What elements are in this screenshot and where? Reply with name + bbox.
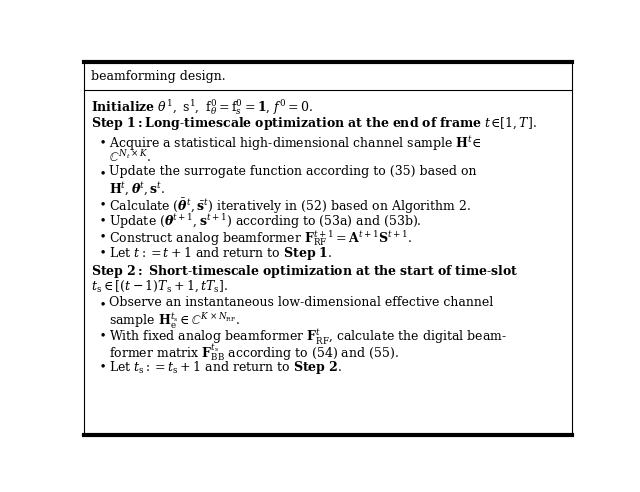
Text: Let $t_\mathrm{s} := t_\mathrm{s}+1$ and return to $\mathbf{Step\ 2}$.: Let $t_\mathrm{s} := t_\mathrm{s}+1$ and… — [109, 359, 342, 375]
Text: $\mathbf{H}^t, \boldsymbol{\theta}^t, \mathbf{s}^t$.: $\mathbf{H}^t, \boldsymbol{\theta}^t, \m… — [109, 181, 165, 198]
Text: With fixed analog beamformer $\mathbf{F}_{\mathrm{RF}}^t$, calculate the digital: With fixed analog beamformer $\mathbf{F}… — [109, 327, 507, 347]
Text: $\bullet$: $\bullet$ — [99, 327, 106, 340]
Text: former matrix $\mathbf{F}_{\mathrm{BB}}^{t_\mathrm{s}}$ according to (54) and (5: former matrix $\mathbf{F}_{\mathrm{BB}}^… — [109, 342, 399, 363]
Text: $\bullet$: $\bullet$ — [99, 134, 106, 147]
Text: $t_\mathrm{s} \in [(t-1)T_\mathrm{s}+1, tT_\mathrm{s}].$: $t_\mathrm{s} \in [(t-1)T_\mathrm{s}+1, … — [91, 278, 228, 294]
Text: Acquire a statistical high-dimensional channel sample $\mathbf{H}^t \!\in$: Acquire a statistical high-dimensional c… — [109, 134, 482, 153]
Text: Update $(\boldsymbol{\theta}^{t+1}, \mathbf{s}^{t+1})$ according to (53a) and (5: Update $(\boldsymbol{\theta}^{t+1}, \mat… — [109, 213, 422, 231]
Text: $\mathbf{Step\ 2:\ Short\text{-}timescale\ optimization\ at\ the\ start\ of\ tim: $\mathbf{Step\ 2:\ Short\text{-}timescal… — [91, 263, 518, 280]
Text: $\bullet$: $\bullet$ — [99, 229, 106, 242]
Text: $\bullet$: $\bullet$ — [99, 296, 106, 309]
Text: Construct analog beamformer $\mathbf{F}_{\mathrm{RF}}^{t+1} = \mathbf{A}^{t+1}\m: Construct analog beamformer $\mathbf{F}_… — [109, 229, 412, 248]
Text: sample $\mathbf{H}_\mathrm{e}^{t_\mathrm{s}} \in \mathbb{C}^{K \times N_{\mathrm: sample $\mathbf{H}_\mathrm{e}^{t_\mathrm… — [109, 311, 240, 331]
Text: Observe an instantaneous low-dimensional effective channel: Observe an instantaneous low-dimensional… — [109, 296, 493, 309]
Text: Update the surrogate function according to (35) based on: Update the surrogate function according … — [109, 165, 476, 178]
Text: Let $t := t+1$ and return to $\mathbf{Step\ 1}$.: Let $t := t+1$ and return to $\mathbf{St… — [109, 245, 332, 262]
Text: $\bullet$: $\bullet$ — [99, 245, 106, 258]
Text: $\mathbf{Step\ 1: Long\text{-}timescale\ optimization\ at\ the\ end\ of\ frame}\: $\mathbf{Step\ 1: Long\text{-}timescale\… — [91, 115, 537, 131]
Text: $\bullet$: $\bullet$ — [99, 165, 106, 178]
Text: $\bullet$: $\bullet$ — [99, 359, 106, 371]
Text: $\mathbb{C}^{N_t \times K}$.: $\mathbb{C}^{N_t \times K}$. — [109, 149, 151, 165]
Text: $\mathbf{Initialize}\ \theta^1\mathrm{,\ s}^1\mathrm{,\ f}_\theta^0 = \mathrm{f}: $\mathbf{Initialize}\ \theta^1\mathrm{,\… — [91, 98, 313, 117]
Text: Calculate $(\bar{\boldsymbol{\theta}}^t, \bar{\mathbf{s}}^t)$ iteratively in (52: Calculate $(\bar{\boldsymbol{\theta}}^t,… — [109, 196, 471, 216]
Text: beamforming design.: beamforming design. — [91, 70, 225, 83]
Text: $\bullet$: $\bullet$ — [99, 213, 106, 225]
Text: $\bullet$: $\bullet$ — [99, 196, 106, 210]
